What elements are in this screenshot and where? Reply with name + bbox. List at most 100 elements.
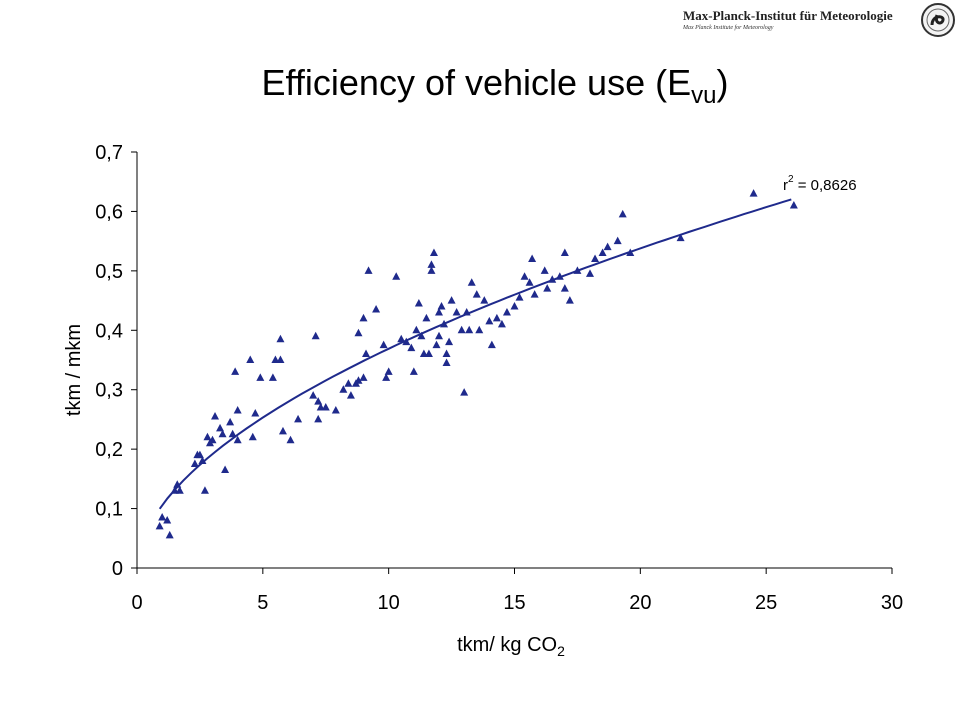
- data-point: [198, 456, 207, 465]
- x-tick-label: 5: [257, 592, 268, 614]
- data-point: [442, 358, 451, 366]
- data-point: [442, 349, 451, 358]
- data-point: [528, 254, 537, 262]
- data-point: [276, 334, 285, 343]
- data-point: [613, 236, 622, 245]
- data-point: [316, 403, 325, 411]
- data-point: [208, 435, 217, 444]
- trendline: [158, 198, 792, 510]
- data-point: [346, 391, 355, 399]
- data-point: [200, 486, 209, 494]
- r-squared-label: r2 = 0,8626: [783, 174, 857, 194]
- data-point: [435, 331, 443, 340]
- data-point: [226, 417, 235, 426]
- data-point: [384, 367, 393, 375]
- data-point: [165, 530, 174, 539]
- data-point: [211, 411, 220, 420]
- data-point: [555, 272, 564, 280]
- data-point: [372, 304, 381, 313]
- x-tick-label: 30: [881, 592, 903, 614]
- data-point: [676, 233, 685, 242]
- data-point: [231, 367, 240, 375]
- institute-name: Max-Planck-Institut für Meteorologie: [683, 8, 893, 23]
- data-point: [221, 465, 230, 473]
- title-subscript: vu: [691, 82, 717, 109]
- data-point: [359, 373, 368, 381]
- data-point: [530, 290, 539, 298]
- title-close: ): [716, 62, 729, 103]
- y-tick-label: 0,7: [95, 142, 123, 164]
- data-point: [271, 355, 280, 363]
- y-tick-label: 0,5: [95, 261, 123, 283]
- data-point: [362, 349, 371, 358]
- y-axis-title: tkm / mkm: [63, 324, 85, 416]
- data-point: [525, 278, 534, 286]
- data-point: [565, 296, 574, 304]
- data-point: [427, 266, 436, 274]
- data-point: [276, 355, 285, 363]
- data-point: [195, 450, 204, 459]
- data-point: [626, 248, 635, 257]
- data-point: [412, 325, 421, 334]
- institute-subline: Max Planck Institute for Meteorology: [683, 25, 774, 31]
- data-point: [598, 248, 607, 257]
- data-point: [321, 403, 330, 411]
- data-point: [359, 313, 368, 322]
- r-squared-r: r: [783, 177, 788, 194]
- data-point: [155, 521, 164, 530]
- data-point: [510, 302, 519, 310]
- data-point: [417, 331, 426, 340]
- title-main: Efficiency of vehicle use (E: [261, 62, 692, 103]
- x-tick-label: 20: [629, 592, 651, 614]
- data-point: [311, 331, 320, 340]
- data-point: [603, 242, 612, 251]
- data-point: [278, 426, 287, 435]
- data-point: [429, 248, 438, 257]
- data-point: [560, 248, 569, 257]
- data-point: [475, 325, 484, 334]
- y-tick-label: 0,1: [95, 499, 123, 521]
- data-point: [216, 423, 225, 432]
- data-point: [460, 388, 469, 396]
- data-point: [467, 278, 476, 286]
- data-point: [472, 290, 481, 298]
- data-point: [379, 340, 388, 349]
- data-point: [314, 414, 323, 423]
- x-tick-label: 25: [755, 592, 777, 614]
- data-point: [251, 408, 260, 417]
- data-point: [452, 307, 461, 316]
- data-point: [447, 296, 456, 304]
- data-point: [573, 266, 582, 274]
- data-point: [520, 272, 529, 280]
- data-point: [457, 325, 466, 334]
- data-point: [424, 349, 433, 358]
- y-tick-label: 0,2: [95, 439, 123, 461]
- data-point: [173, 480, 182, 488]
- x-axis-title: tkm/ kg CO2: [457, 634, 565, 659]
- data-point: [497, 319, 506, 328]
- x-tick-label: 15: [503, 592, 525, 614]
- data-point: [175, 486, 184, 494]
- data-point: [540, 266, 549, 274]
- slide-title: Efficiency of vehicle use (Evu): [0, 62, 960, 110]
- data-point: [445, 337, 454, 346]
- x-tick-labels: 0 5 10 15 20 25 30: [131, 592, 903, 614]
- y-tick-labels: 0 0,1 0,2 0,3 0,4 0,5 0,6 0,7: [95, 142, 123, 580]
- data-point: [586, 269, 594, 277]
- data-point: [427, 260, 436, 268]
- data-point: [286, 435, 295, 444]
- data-point: [344, 379, 353, 387]
- data-point: [339, 385, 348, 393]
- data-point: [789, 200, 798, 209]
- data-point: [502, 307, 511, 316]
- y-tick-label: 0: [112, 558, 123, 580]
- x-axis-title-subscript: 2: [557, 643, 565, 659]
- data-point: [246, 355, 255, 363]
- x-tick-label: 0: [131, 592, 142, 614]
- data-point: [435, 307, 443, 316]
- data-point: [248, 432, 257, 441]
- data-point: [487, 340, 496, 349]
- data-point: [218, 429, 227, 438]
- data-point: [364, 266, 373, 274]
